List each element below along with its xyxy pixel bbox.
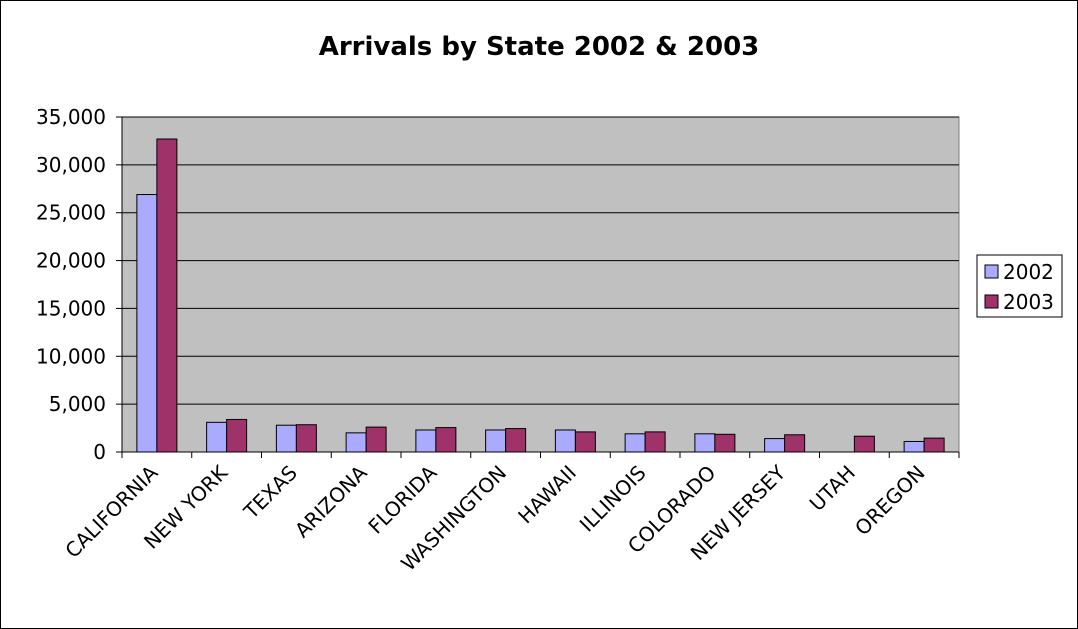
x-tick-label: CALIFORNIA <box>60 460 162 562</box>
bar-2003-washington <box>505 428 527 453</box>
bar-2002-new-jersey <box>764 438 786 453</box>
y-tick-label: 35,000 <box>36 105 106 129</box>
bar-2003-illinois <box>644 431 666 453</box>
y-tick-label: 15,000 <box>36 296 106 320</box>
bar-2002-hawaii <box>554 429 576 453</box>
x-tick-label: ARIZONA <box>290 460 372 542</box>
legend-label-2002: 2002 <box>1003 260 1054 284</box>
y-tick-label: 10,000 <box>36 344 106 368</box>
x-tick-label: OREGON <box>850 461 930 541</box>
bar-2002-florida <box>415 429 437 453</box>
bar-2003-new-york <box>226 418 248 453</box>
bar-2002-arizona <box>345 432 367 453</box>
bars <box>136 138 945 453</box>
chart-title: Arrivals by State 2002 & 2003 <box>319 32 760 62</box>
y-tick-label: 30,000 <box>36 153 106 177</box>
bar-2003-oregon <box>923 437 945 453</box>
x-tick-label: HAWAII <box>513 461 581 529</box>
bar-2002-colorado <box>694 433 716 453</box>
bar-2002-washington <box>485 429 507 453</box>
bar-2003-california <box>156 138 178 453</box>
y-axis-ticks: 0 5,000 10,000 15,000 20,000 25,000 30,000 35,0… <box>36 105 106 464</box>
plot-area <box>121 116 960 453</box>
legend-swatch-2003 <box>984 294 999 309</box>
x-tick-label: TEXAS <box>238 461 302 525</box>
bar-2002-california <box>136 194 158 453</box>
legend-swatch-2002 <box>984 264 999 279</box>
x-tick-label: UTAH <box>805 461 860 516</box>
bar-2003-utah <box>853 435 875 453</box>
bar-2002-texas <box>275 424 297 453</box>
legend: 2002 2003 <box>976 254 1063 318</box>
bar-2003-arizona <box>365 426 387 453</box>
legend-label-2003: 2003 <box>1003 290 1054 314</box>
y-tick-label: 25,000 <box>36 201 106 225</box>
gridlines <box>122 116 959 405</box>
axes <box>116 116 960 458</box>
bar-2003-florida <box>435 427 457 453</box>
bar-2002-oregon <box>903 440 925 453</box>
bar-2002-new-york <box>206 421 228 453</box>
bar-2003-texas <box>295 424 317 453</box>
y-tick-label: 5,000 <box>49 392 106 416</box>
y-tick-label: 20,000 <box>36 249 106 273</box>
y-tick-label: 0 <box>93 440 106 464</box>
bar-2003-colorado <box>714 433 736 453</box>
bar-2002-illinois <box>624 433 646 453</box>
bar-2003-hawaii <box>574 431 596 453</box>
bar-2003-new-jersey <box>784 434 806 453</box>
